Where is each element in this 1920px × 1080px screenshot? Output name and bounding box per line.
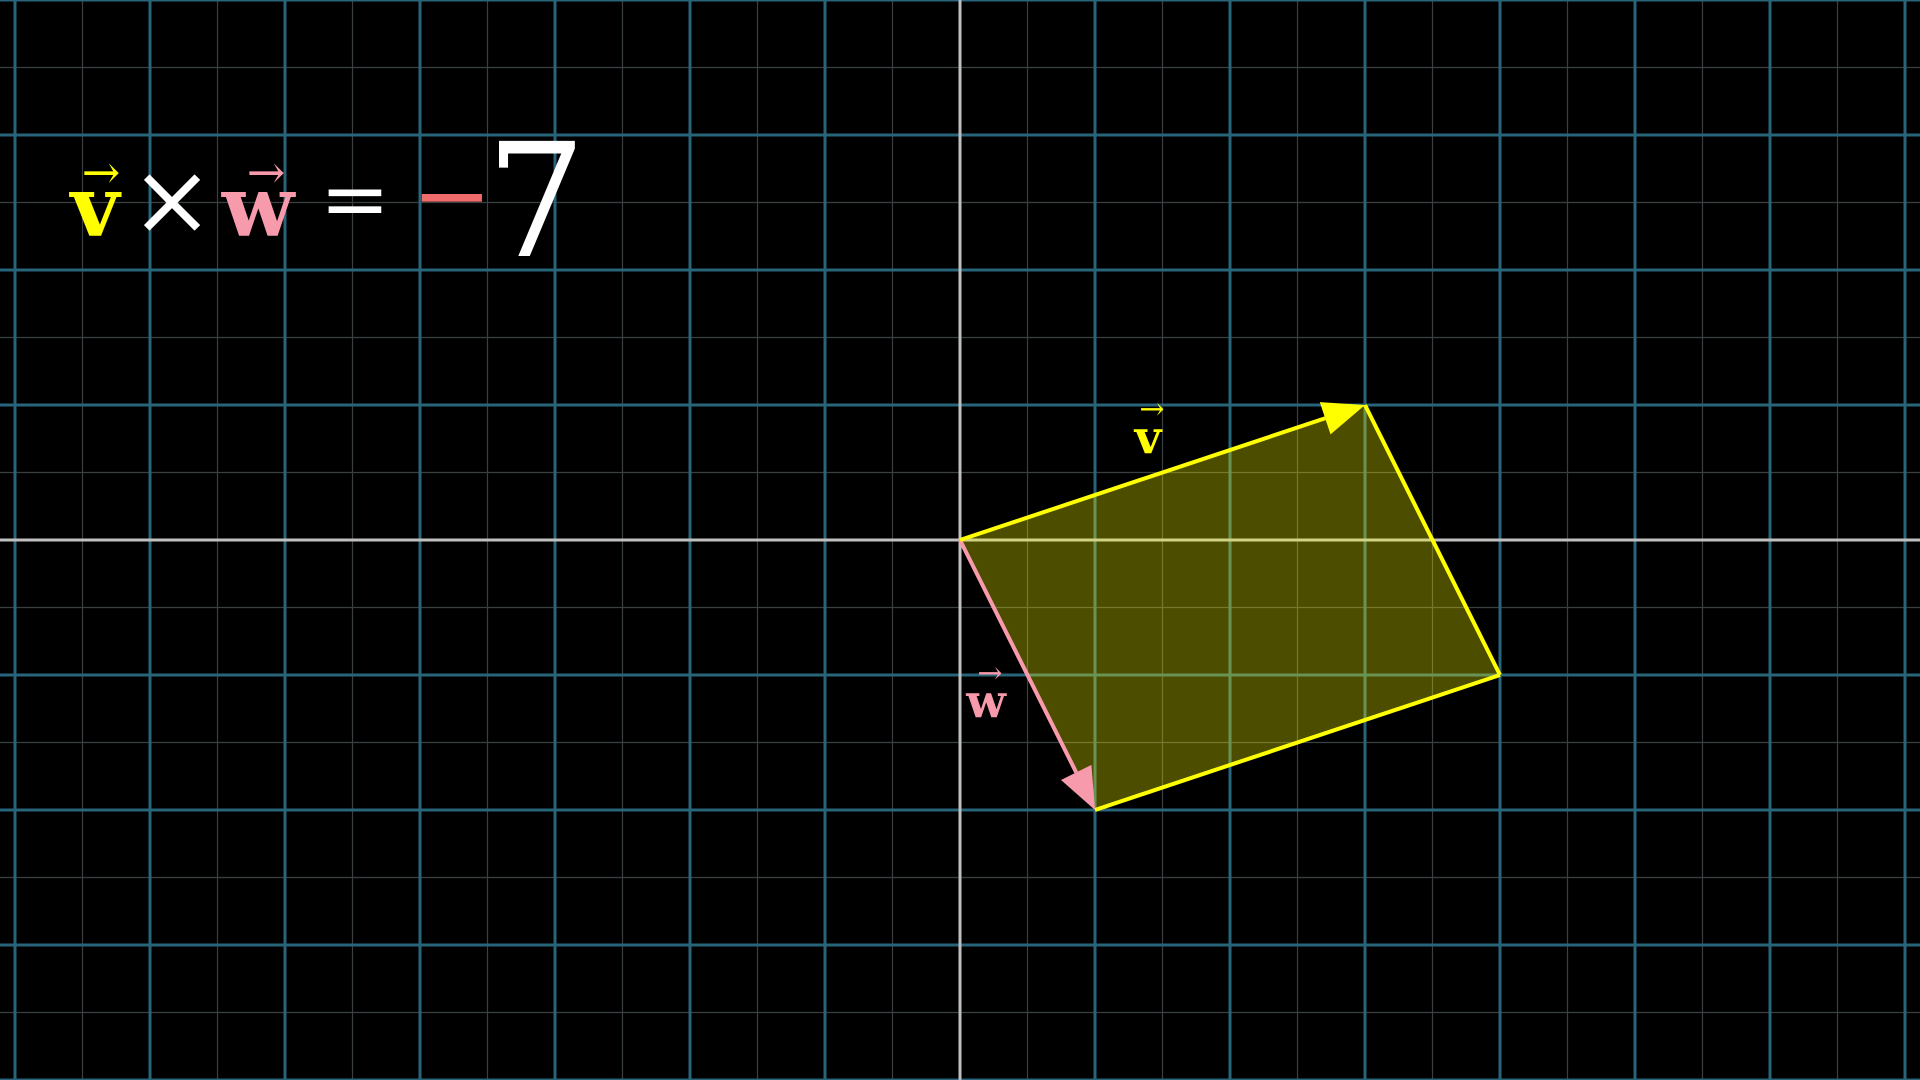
w-vector-arrowhead [1061,764,1095,810]
parallelogram-edge-bottom [1094,673,1501,812]
v-vector-arrowhead [1319,402,1365,435]
parallelogram-edge-right [1363,404,1502,676]
eq-minus-sign: − [412,139,492,251]
eq-w-letter: w [221,157,296,256]
v-vector-label: → v [1134,392,1165,464]
w-vector-label: → w [965,656,1007,728]
eq-equals-symbol: = [320,150,390,248]
eq-v-arrow: → [82,145,121,199]
w-label-letter: w [965,674,1007,728]
v-label-letter: v [1134,410,1163,464]
parallelogram-group [958,402,1502,812]
eq-v-letter: v [69,157,122,256]
eq-w-arrow: → [247,145,286,199]
w-label-arrow: → [977,656,1002,691]
cross-product-equation: → v × → w = − 7 [69,110,587,294]
v-label-arrow: → [1139,392,1164,427]
eq-times-symbol: × [130,141,214,258]
parallelogram-area [960,405,1500,810]
eq-value: 7 [486,110,587,294]
v-vector-shaft [959,416,1326,542]
w-vector-shaft [958,539,1079,774]
